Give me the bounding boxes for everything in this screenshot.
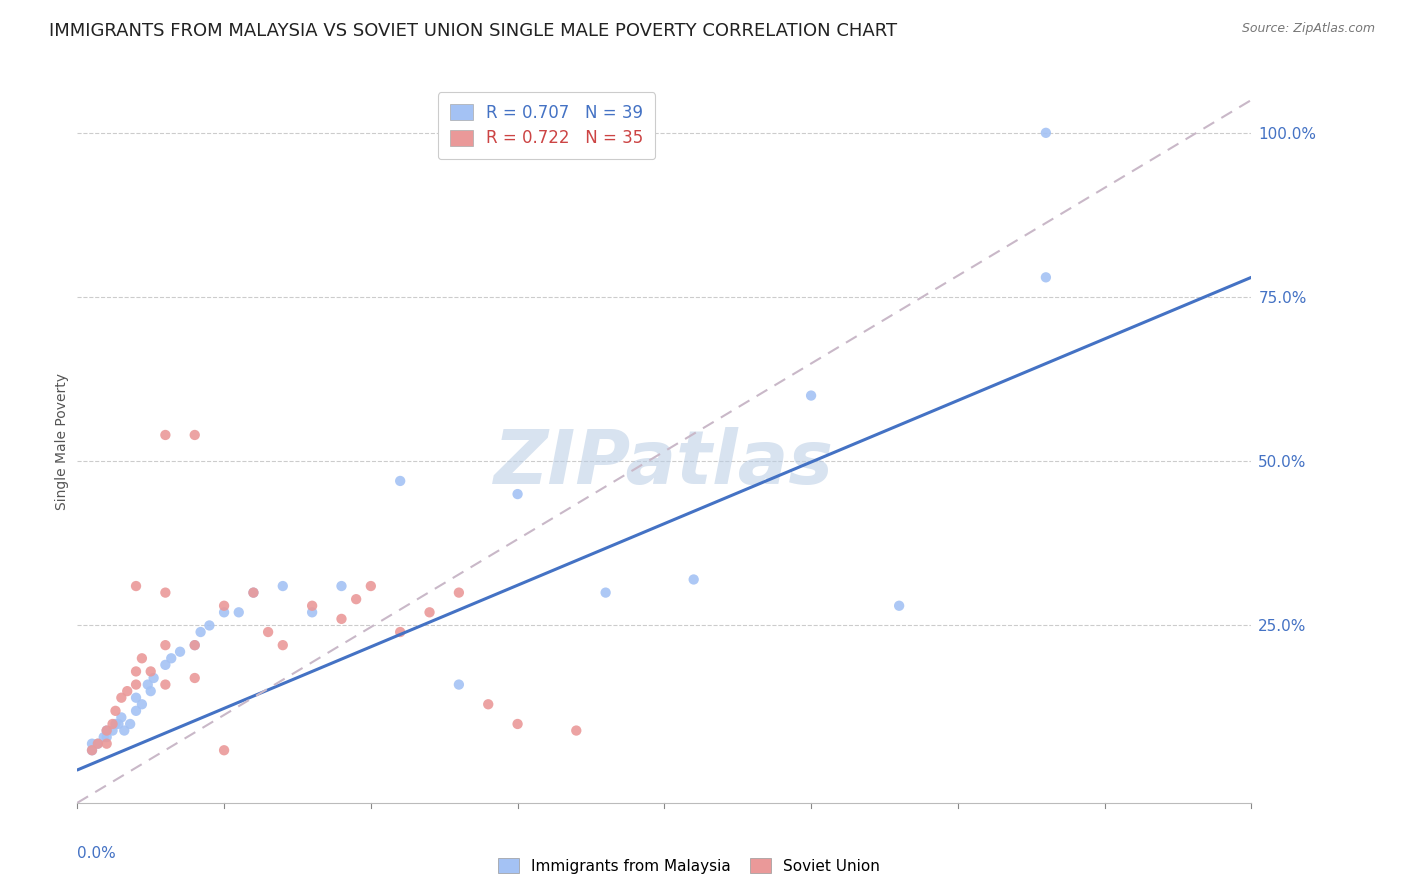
Point [330, 612, 353, 626]
Point [125, 677, 148, 691]
Point [183, 638, 207, 652]
Point [389, 474, 412, 488]
Point [190, 625, 212, 640]
Point [80, 737, 103, 751]
Point [131, 698, 153, 712]
Point [301, 605, 323, 619]
Point [120, 717, 142, 731]
Point [228, 605, 250, 619]
Point [87, 737, 110, 751]
Point [212, 599, 235, 613]
Point [80, 743, 103, 757]
Point [96, 730, 118, 744]
Point [80, 743, 103, 757]
Point [271, 579, 294, 593]
Point [447, 585, 470, 599]
Point [101, 717, 124, 731]
Point [125, 704, 148, 718]
Point [155, 677, 177, 691]
Point [96, 737, 118, 751]
Legend: Immigrants from Malaysia, Soviet Union: Immigrants from Malaysia, Soviet Union [492, 852, 886, 880]
Point [136, 677, 159, 691]
Point [131, 651, 153, 665]
Point [125, 579, 148, 593]
Point [115, 684, 138, 698]
Point [142, 671, 165, 685]
Point [1035, 126, 1057, 140]
Point [447, 677, 470, 691]
Point [889, 599, 911, 613]
Text: Source: ZipAtlas.com: Source: ZipAtlas.com [1241, 22, 1375, 36]
Point [242, 585, 264, 599]
Point [271, 638, 294, 652]
Point [155, 638, 177, 652]
Point [139, 684, 162, 698]
Point [242, 585, 264, 599]
Point [169, 645, 191, 659]
Point [93, 730, 115, 744]
Point [110, 690, 132, 705]
Point [212, 605, 235, 619]
Point [506, 717, 529, 731]
Point [183, 671, 207, 685]
Point [96, 723, 118, 738]
Point [212, 743, 235, 757]
Point [104, 704, 127, 718]
Point [87, 737, 110, 751]
Point [125, 690, 148, 705]
Point [125, 665, 148, 679]
Y-axis label: Single Male Poverty: Single Male Poverty [55, 373, 69, 510]
Point [419, 605, 441, 619]
Point [160, 651, 183, 665]
Point [104, 717, 127, 731]
Point [155, 428, 177, 442]
Point [107, 717, 129, 731]
Point [110, 710, 132, 724]
Point [477, 698, 499, 712]
Point [101, 723, 124, 738]
Point [360, 579, 382, 593]
Point [183, 638, 207, 652]
Point [682, 573, 704, 587]
Point [257, 625, 280, 640]
Point [565, 723, 588, 738]
Point [1035, 270, 1057, 285]
Point [96, 723, 118, 738]
Point [301, 599, 323, 613]
Point [183, 428, 207, 442]
Point [595, 585, 617, 599]
Text: 0.0%: 0.0% [77, 847, 117, 861]
Point [330, 579, 353, 593]
Point [506, 487, 529, 501]
Point [139, 665, 162, 679]
Point [155, 657, 177, 672]
Legend: R = 0.707   N = 39, R = 0.722   N = 35: R = 0.707 N = 39, R = 0.722 N = 35 [437, 92, 655, 159]
Point [389, 625, 412, 640]
Point [800, 388, 823, 402]
Point [344, 592, 367, 607]
Text: IMMIGRANTS FROM MALAYSIA VS SOVIET UNION SINGLE MALE POVERTY CORRELATION CHART: IMMIGRANTS FROM MALAYSIA VS SOVIET UNION… [49, 22, 897, 40]
Point [112, 723, 135, 738]
Point [198, 618, 221, 632]
Text: ZIPatlas: ZIPatlas [495, 426, 834, 500]
Point [155, 585, 177, 599]
